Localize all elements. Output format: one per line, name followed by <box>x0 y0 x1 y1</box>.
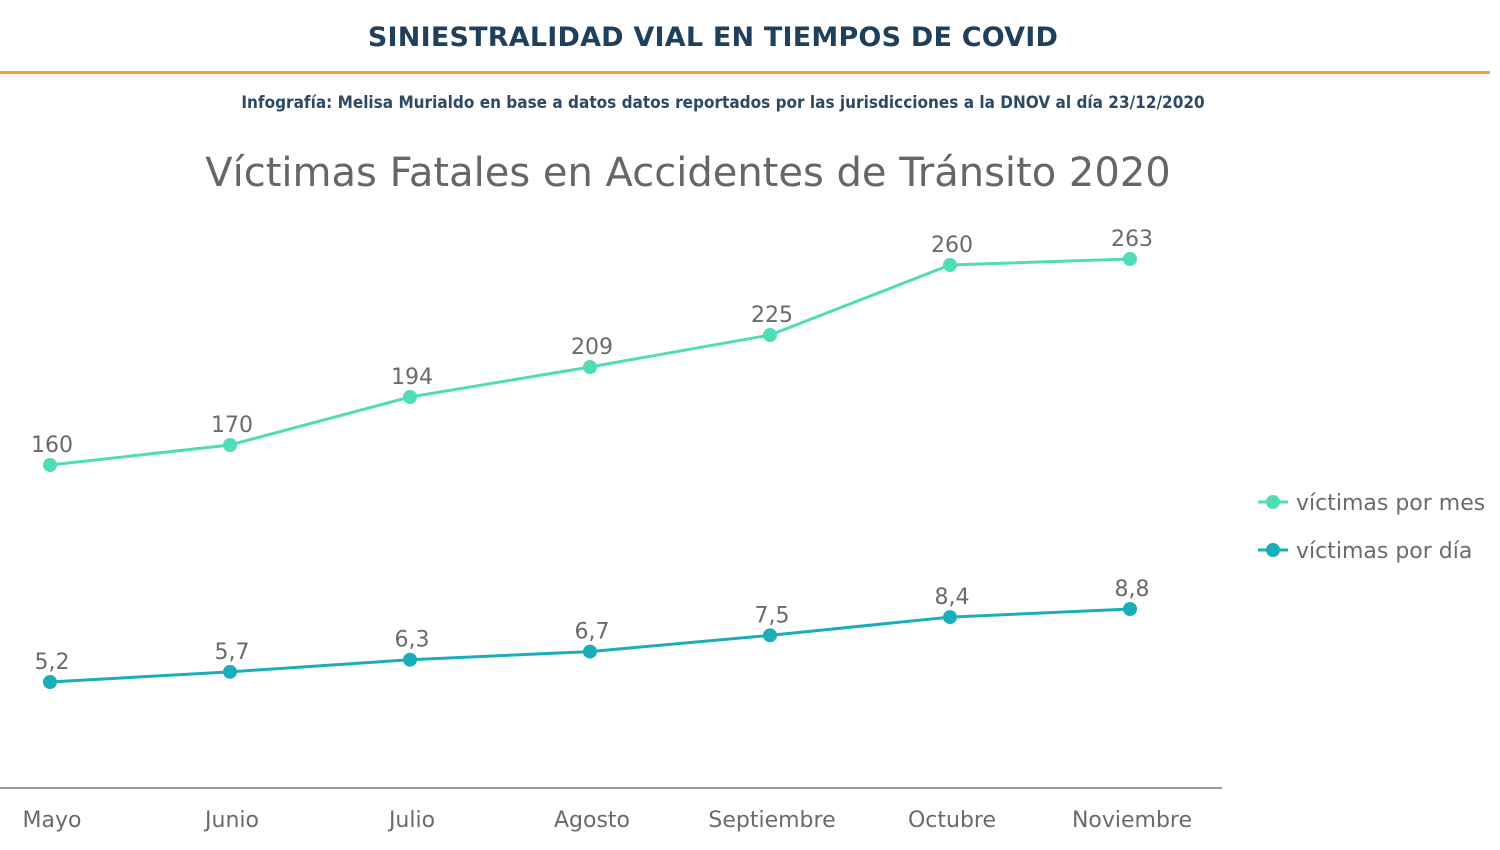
data-label: 260 <box>931 233 973 258</box>
x-tick-label: Mayo <box>23 808 82 833</box>
legend-marker <box>1266 495 1280 509</box>
data-point <box>43 458 57 472</box>
legend-marker <box>1266 543 1280 557</box>
data-point <box>223 664 237 679</box>
series-2: 5,2 5,7 6,3 6,7 7,5 8,4 8,8 <box>35 577 1150 689</box>
data-label: 209 <box>571 335 613 360</box>
x-tick-label: Octubre <box>908 808 996 833</box>
x-tick-label: Noviembre <box>1072 808 1192 833</box>
data-point <box>943 258 957 272</box>
data-point <box>583 360 597 374</box>
series-1: 160 170 194 209 225 260 263 <box>31 227 1153 472</box>
data-label: 170 <box>211 413 253 438</box>
data-label: 7,5 <box>755 603 790 628</box>
data-point <box>583 644 597 659</box>
x-tick-labels: Mayo Junio Julio Agosto Septiembre Octubre Nov… <box>23 808 1193 833</box>
data-label: 225 <box>751 303 793 328</box>
data-label: 8,8 <box>1115 577 1150 602</box>
data-label: 263 <box>1111 227 1153 252</box>
data-point <box>943 610 957 625</box>
data-label: 160 <box>31 433 73 458</box>
data-label: 5,2 <box>35 650 70 675</box>
legend-item: víctimas por mes <box>1258 491 1485 516</box>
header-divider <box>0 71 1490 74</box>
x-tick-label: Septiembre <box>708 808 835 833</box>
data-point <box>223 438 237 452</box>
header-title: SINIESTRALIDAD VIAL EN TIEMPOS DE COVID <box>367 22 1059 53</box>
x-tick-label: Junio <box>203 808 259 833</box>
data-label: 194 <box>391 365 433 390</box>
series-layer: 160 170 194 209 225 260 263 5,2 5,7 6,3 6,7 7,5 8,4 8… <box>31 227 1153 689</box>
data-label: 6,3 <box>395 628 430 653</box>
legend: víctimas por mes víctimas por día <box>1258 491 1485 564</box>
x-tick-label: Agosto <box>554 808 630 833</box>
data-point <box>1123 602 1137 616</box>
data-label: 8,4 <box>935 585 970 610</box>
data-point <box>1123 252 1137 266</box>
data-label: 6,7 <box>575 620 610 645</box>
chart-title: Víctimas Fatales en Accidentes de Tránsi… <box>205 150 1170 196</box>
data-point <box>403 652 417 667</box>
data-point <box>763 328 777 342</box>
data-label: 5,7 <box>215 640 250 665</box>
data-point <box>763 628 777 643</box>
legend-item: víctimas por día <box>1258 539 1472 564</box>
legend-label: víctimas por mes <box>1296 491 1485 516</box>
data-point <box>403 390 417 404</box>
data-point <box>43 675 57 689</box>
legend-label: víctimas por día <box>1296 539 1472 564</box>
x-tick-label: Julio <box>387 808 435 833</box>
infographic-credit: Infografía: Melisa Murialdo en base a da… <box>241 93 1205 113</box>
